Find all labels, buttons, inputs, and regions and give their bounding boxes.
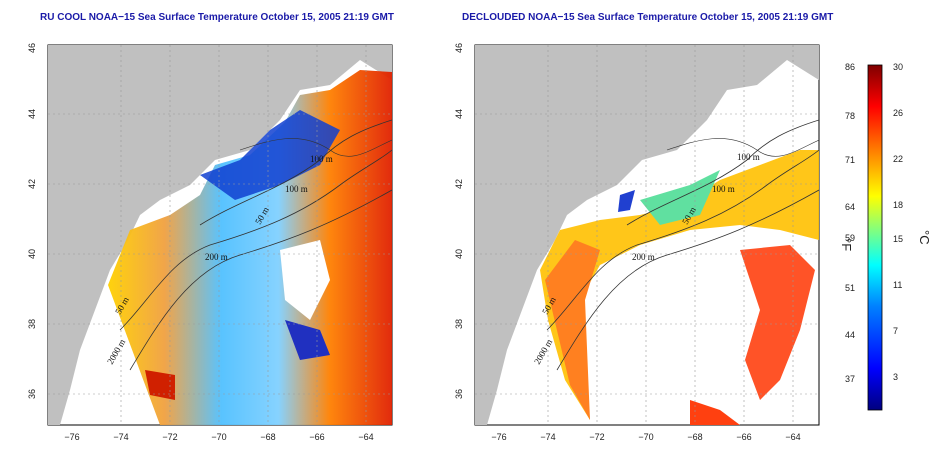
f-tick-label: 64: [845, 202, 855, 212]
left-map: 2000 m 50 m 200 m 50 m 100 m 100 m −74 −…: [27, 43, 393, 442]
y-tick-label: 36: [454, 389, 464, 399]
left-contour-label: 100 m: [310, 154, 333, 164]
y-tick-label: 44: [27, 109, 37, 119]
x-tick-label: −70: [211, 432, 226, 442]
c-tick-label: 30: [893, 62, 903, 72]
left-contour-label: 100 m: [285, 184, 308, 194]
right-contour-label: 100 m: [712, 184, 735, 194]
right-contour-label: 200 m: [632, 252, 655, 262]
y-tick-label: 44: [454, 109, 464, 119]
f-tick-label: 44: [845, 330, 855, 340]
y-tick-label: 42: [454, 179, 464, 189]
colorbar-gradient: [867, 64, 883, 411]
colorbar: 86 78 71 64 59 51 44 37 30 26 22 18 15 1…: [839, 62, 932, 411]
c-tick-label: 15: [893, 234, 903, 244]
x-tick-label: −68: [687, 432, 702, 442]
y-tick-label: 46: [27, 43, 37, 53]
c-tick-label: 18: [893, 200, 903, 210]
right-map: 2000 m 50 m 200 m 50 m 100 m 100 m −76 −…: [454, 43, 820, 442]
y-tick-label: 46: [454, 43, 464, 53]
c-tick-label: 3: [893, 372, 898, 382]
f-tick-label: 51: [845, 283, 855, 293]
c-tick-label: 22: [893, 154, 903, 164]
x-tick-label: −68: [260, 432, 275, 442]
x-tick-label: −70: [638, 432, 653, 442]
x-tick-label: −64: [785, 432, 800, 442]
x-tick-label: −72: [589, 432, 604, 442]
right-contour-label: 100 m: [737, 152, 760, 162]
colorbar-right-unit: °C: [917, 230, 932, 245]
x-tick-label: −64: [358, 432, 373, 442]
colorbar-left-unit: °F: [839, 238, 854, 251]
f-tick-label: 78: [845, 111, 855, 121]
f-tick-label: 71: [845, 155, 855, 165]
x-tick-label: −66: [309, 432, 324, 442]
right-sst-shelf: [540, 150, 819, 420]
x-tick-label: −74: [113, 432, 128, 442]
x-tick-label: −74: [540, 432, 555, 442]
y-tick-label: 40: [27, 249, 37, 259]
f-tick-label: 59: [845, 233, 855, 243]
left-land: [48, 45, 392, 425]
x-tick-label: −76: [64, 432, 79, 442]
x-tick-label: −76: [491, 432, 506, 442]
x-tick-label: −66: [736, 432, 751, 442]
y-tick-label: 40: [454, 249, 464, 259]
c-tick-label: 26: [893, 108, 903, 118]
y-tick-label: 38: [27, 319, 37, 329]
y-tick-label: 38: [454, 319, 464, 329]
c-tick-label: 11: [893, 280, 902, 290]
y-tick-label: 42: [27, 179, 37, 189]
left-contour-label: 200 m: [205, 252, 228, 262]
left-map-title: RU COOL NOAA−15 Sea Surface Temperature …: [40, 12, 394, 23]
y-tick-label: 36: [27, 389, 37, 399]
right-land: [475, 45, 819, 425]
right-map-title: DECLOUDED NOAA−15 Sea Surface Temperatur…: [462, 12, 834, 23]
x-tick-label: −72: [162, 432, 177, 442]
f-tick-label: 86: [845, 62, 855, 72]
f-tick-label: 37: [845, 374, 855, 384]
c-tick-label: 7: [893, 326, 898, 336]
